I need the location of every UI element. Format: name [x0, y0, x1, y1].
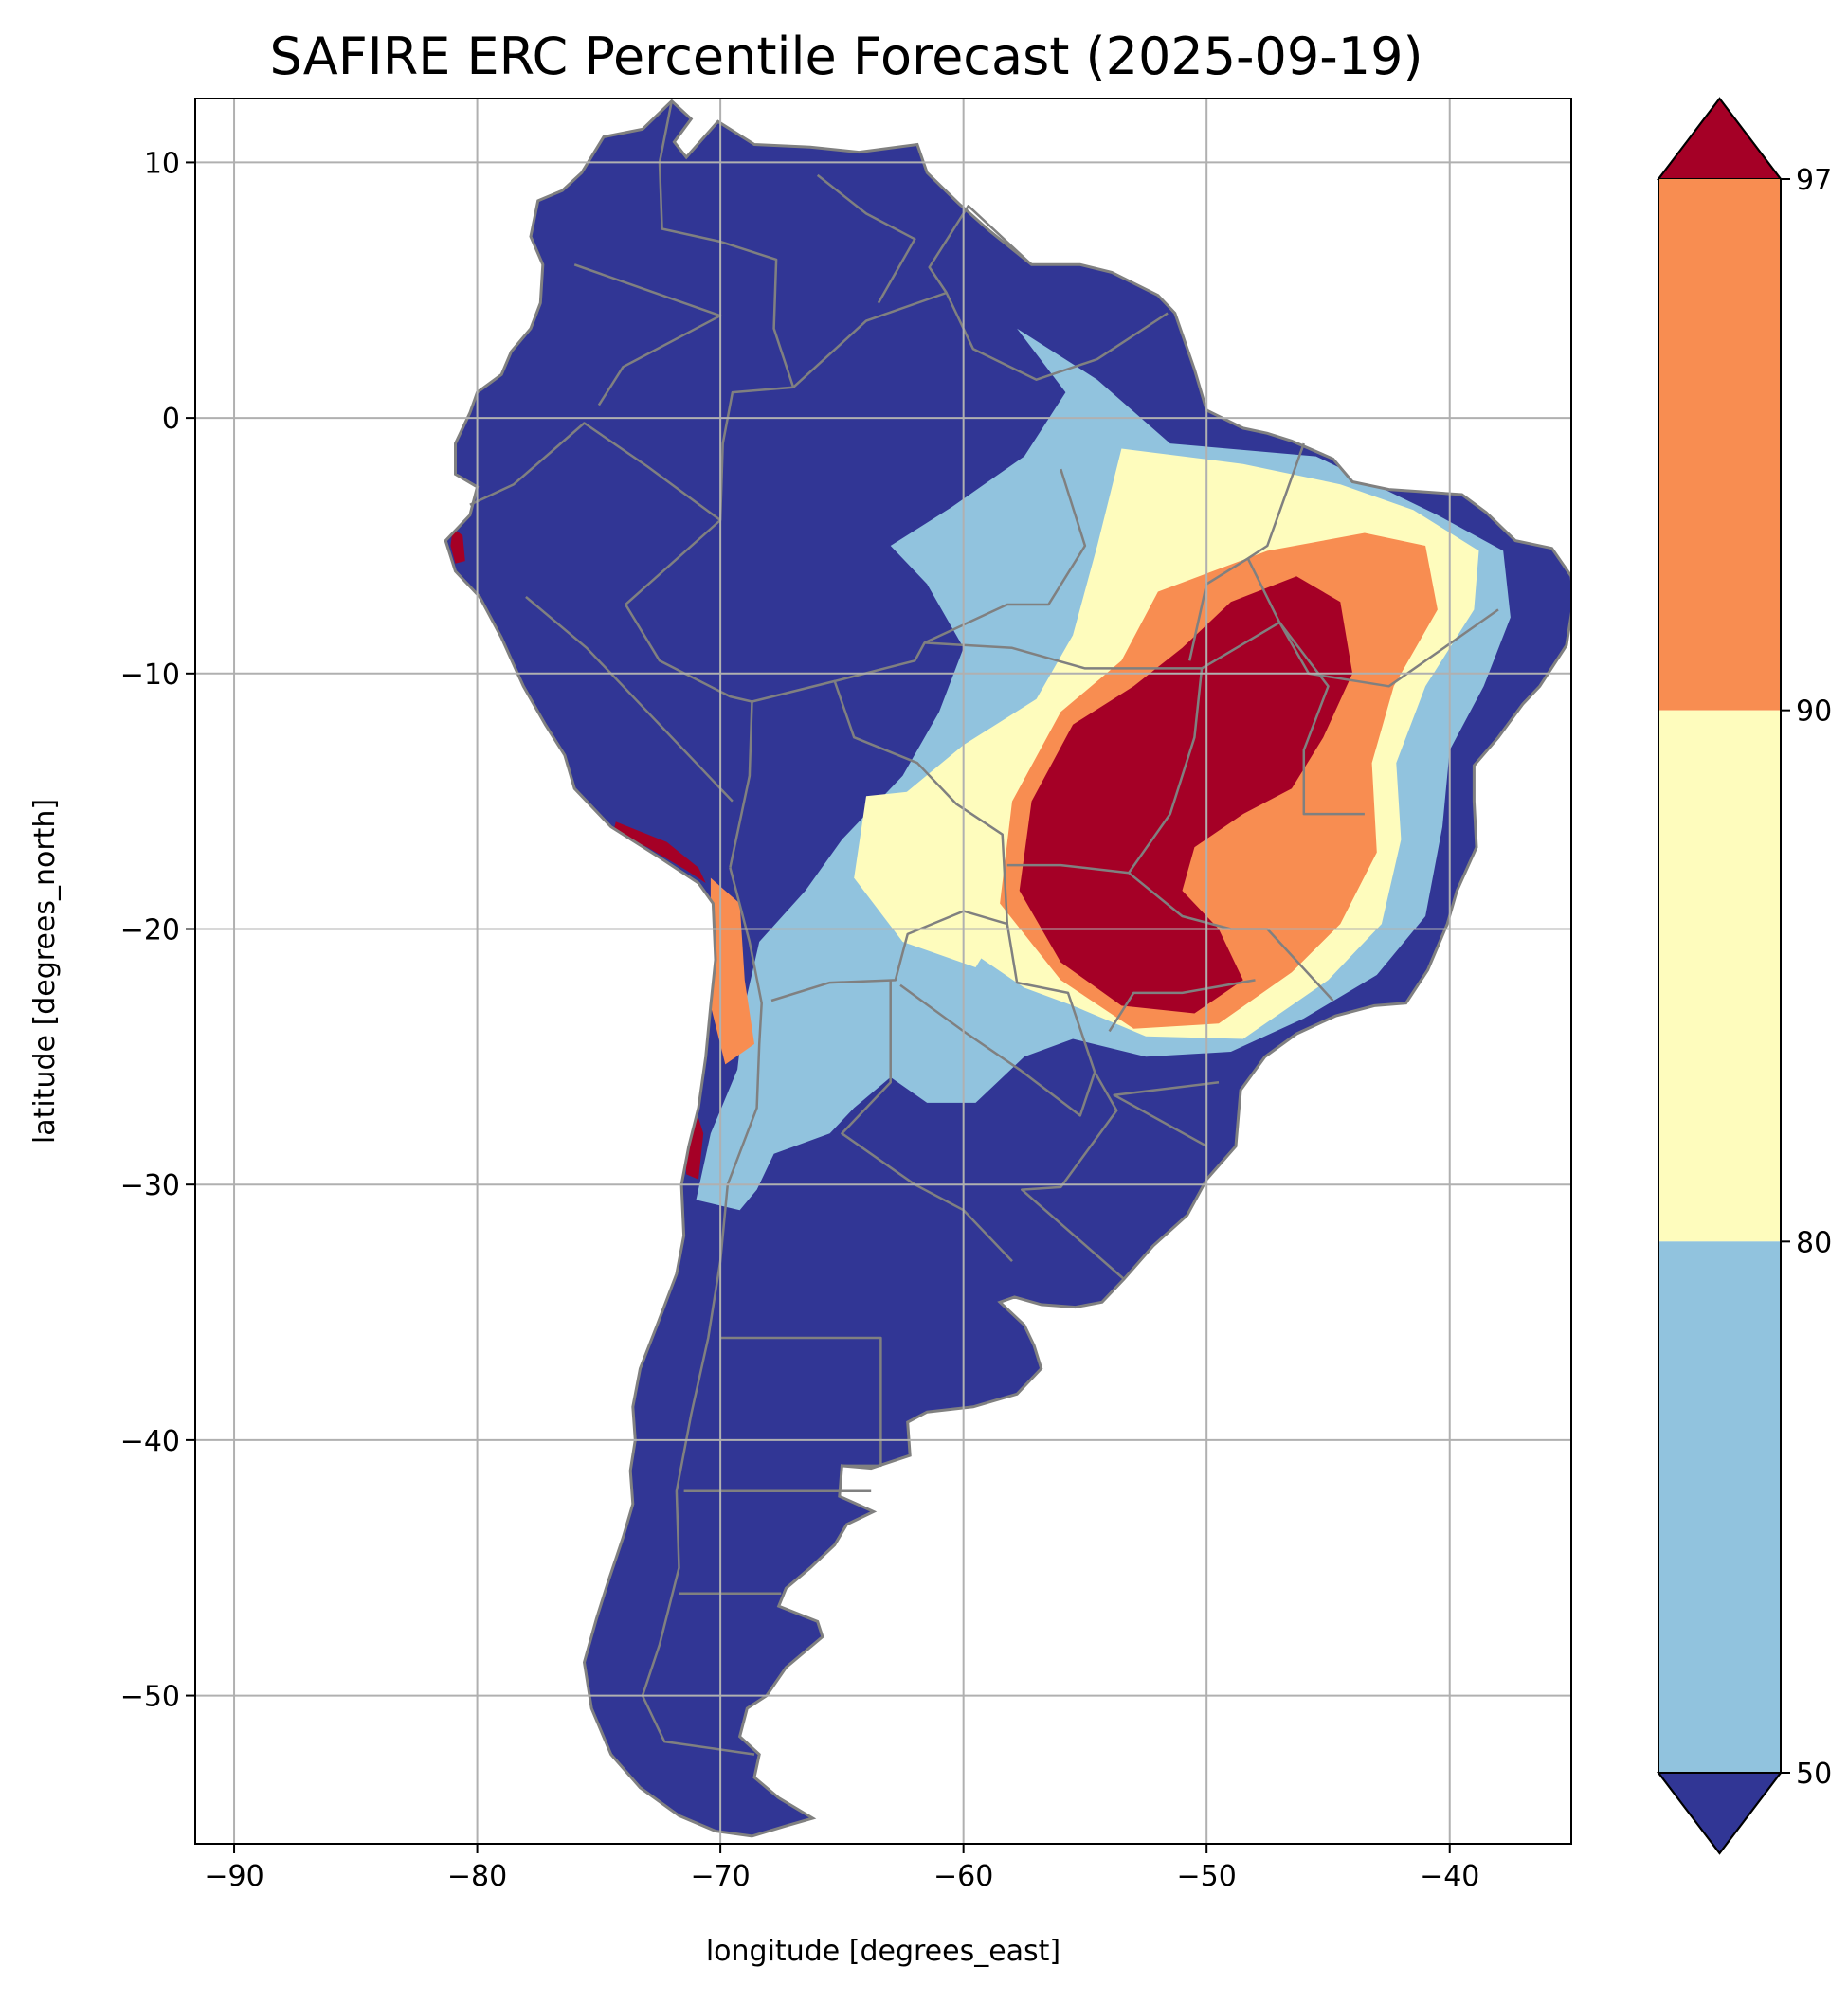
peru-colombia-ecuador [469, 422, 721, 522]
colorbar-tick-label: 97 [1796, 164, 1832, 197]
brazil-states-c [834, 468, 1087, 683]
map-axes: −90 −80 −70 −60 −50 −40 10 0 −10 −20 −30 −40 −50 [120, 98, 1572, 1893]
argentina-provinces-a [841, 980, 1013, 1262]
red-north-peru [450, 528, 465, 564]
coastline [444, 99, 1571, 1838]
yellow-chaco-patch [854, 788, 1007, 967]
colorbar-extend-top [1656, 97, 1784, 180]
colorbar: 50 80 90 97 [1656, 97, 1832, 1855]
paraguay-argentina [899, 983, 1096, 1117]
x-tick-label: −80 [447, 1860, 507, 1893]
y-tick-label: −10 [120, 659, 180, 692]
axes-frame [194, 98, 1572, 1845]
brazil-states-g [1108, 979, 1256, 1033]
bolivia-south [770, 910, 1008, 1002]
brazil-states-e [1187, 442, 1305, 661]
x-tick-label: −60 [933, 1860, 993, 1893]
y-tick-label: 0 [162, 403, 180, 436]
x-axis-label: longitude [degrees_east] [706, 1935, 1060, 1968]
orange-andes-patch [710, 877, 754, 1065]
y-axis-ticks: 10 0 −10 −20 −30 −40 −50 [120, 147, 195, 1714]
guyana-borders [928, 205, 1033, 294]
brazil-north [625, 291, 1169, 605]
y-tick-label: −20 [120, 914, 180, 947]
x-axis-ticks: −90 −80 −70 −60 −50 −40 [204, 1844, 1479, 1893]
colorbar-tick-label: 80 [1796, 1226, 1832, 1259]
andes-chile-argentina [641, 867, 763, 1756]
brazil-states-f [1006, 863, 1130, 875]
colorbar-segment-90-97 [1658, 179, 1781, 711]
y-tick-label: 10 [144, 147, 180, 180]
brazil-bolivia [625, 604, 1125, 1280]
venezuela-states [816, 173, 916, 304]
red-core [1019, 576, 1353, 1014]
y-tick-label: −50 [120, 1681, 180, 1714]
colorbar-tick-label: 90 [1796, 695, 1832, 729]
brazil-states-d [1246, 557, 1499, 688]
x-tick-label: −50 [1177, 1860, 1237, 1893]
brazil-states-h [1113, 1081, 1220, 1147]
colorbar-extend-bottom [1656, 1772, 1784, 1855]
gridlines [195, 99, 1571, 1844]
y-tick-label: −40 [120, 1425, 180, 1458]
argentina-provinces-b [720, 1336, 882, 1468]
x-tick-label: −90 [204, 1860, 263, 1893]
percentile-categories [450, 328, 1511, 1211]
x-tick-label: −40 [1420, 1860, 1479, 1893]
colorbar-segment-80-90 [1658, 710, 1781, 1242]
y-tick-label: −30 [120, 1169, 180, 1202]
admin-borders [469, 100, 1499, 1756]
colorbar-ticks: 50 80 90 97 [1781, 164, 1832, 1791]
x-tick-label: −70 [690, 1860, 750, 1893]
colorbar-segment-50-80 [1658, 1241, 1781, 1773]
peru-regions [525, 595, 734, 803]
figure-title: SAFIRE ERC Percentile Forecast (2025-09-… [269, 27, 1422, 86]
colorbar-tick-label: 50 [1796, 1758, 1832, 1791]
y-axis-label: latitude [degrees_north] [28, 799, 62, 1144]
red-peru-coast [613, 821, 706, 883]
bolivia-paraguay-argentina [729, 701, 753, 869]
